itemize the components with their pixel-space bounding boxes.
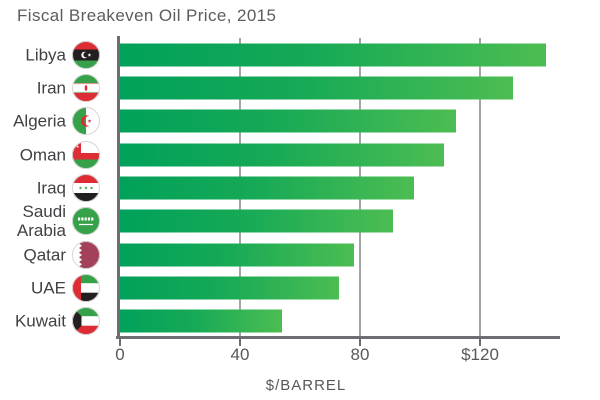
bar-iran bbox=[120, 76, 513, 100]
x-tick-label: 40 bbox=[230, 345, 250, 364]
x-tick-label: $120 bbox=[461, 345, 499, 364]
saudi-arabia-flag-icon bbox=[72, 207, 100, 236]
qatar-flag-icon bbox=[72, 240, 100, 269]
bar-qatar bbox=[120, 243, 354, 267]
country-label: Algeria bbox=[13, 111, 66, 131]
oman-flag-icon bbox=[72, 140, 100, 169]
chart-row: UAE bbox=[0, 271, 600, 304]
bar-libya bbox=[120, 43, 546, 67]
chart-row: Saudi Arabia bbox=[0, 202, 600, 241]
chart-row: Iraq bbox=[0, 171, 600, 204]
x-tick-0 bbox=[119, 339, 121, 346]
uae-flag-icon bbox=[72, 274, 100, 303]
country-label: Oman bbox=[19, 145, 66, 165]
bar-uae bbox=[120, 276, 339, 300]
country-label: Iran bbox=[36, 78, 66, 98]
iran-flag-icon bbox=[72, 74, 100, 103]
chart-row: Kuwait bbox=[0, 305, 600, 338]
bar-saudi-arabia bbox=[120, 209, 393, 233]
chart-row: Iran bbox=[0, 71, 600, 104]
kuwait-flag-icon bbox=[72, 307, 100, 336]
country-label: Saudi Arabia bbox=[16, 202, 66, 241]
gridline-120 bbox=[479, 38, 481, 336]
x-axis-title: $/BARREL bbox=[265, 377, 347, 394]
country-label: UAE bbox=[31, 278, 66, 298]
country-label: Kuwait bbox=[14, 311, 66, 331]
y-axis-line bbox=[117, 36, 120, 338]
x-tick-40 bbox=[239, 339, 241, 346]
country-label: Qatar bbox=[23, 245, 66, 265]
libya-flag-icon bbox=[72, 40, 100, 69]
chart-row: Oman bbox=[0, 138, 600, 171]
x-tick-80 bbox=[359, 339, 361, 346]
country-label: Libya bbox=[25, 45, 66, 65]
chart-row: Qatar bbox=[0, 238, 600, 271]
bar-algeria bbox=[120, 109, 456, 133]
bar-oman bbox=[120, 143, 444, 167]
country-label: Iraq bbox=[36, 178, 66, 198]
chart-row: Algeria bbox=[0, 105, 600, 138]
iraq-flag-icon bbox=[72, 174, 100, 203]
x-tick-label: 0 bbox=[115, 345, 125, 364]
chart-row: Libya bbox=[0, 38, 600, 71]
x-tick-label: 80 bbox=[350, 345, 370, 364]
algeria-flag-icon bbox=[72, 107, 100, 136]
x-axis-line bbox=[116, 336, 560, 339]
chart-title: Fiscal Breakeven Oil Price, 2015 bbox=[17, 6, 277, 25]
bar-kuwait bbox=[120, 309, 282, 333]
bar-iraq bbox=[120, 176, 414, 200]
x-tick-120 bbox=[479, 339, 481, 346]
